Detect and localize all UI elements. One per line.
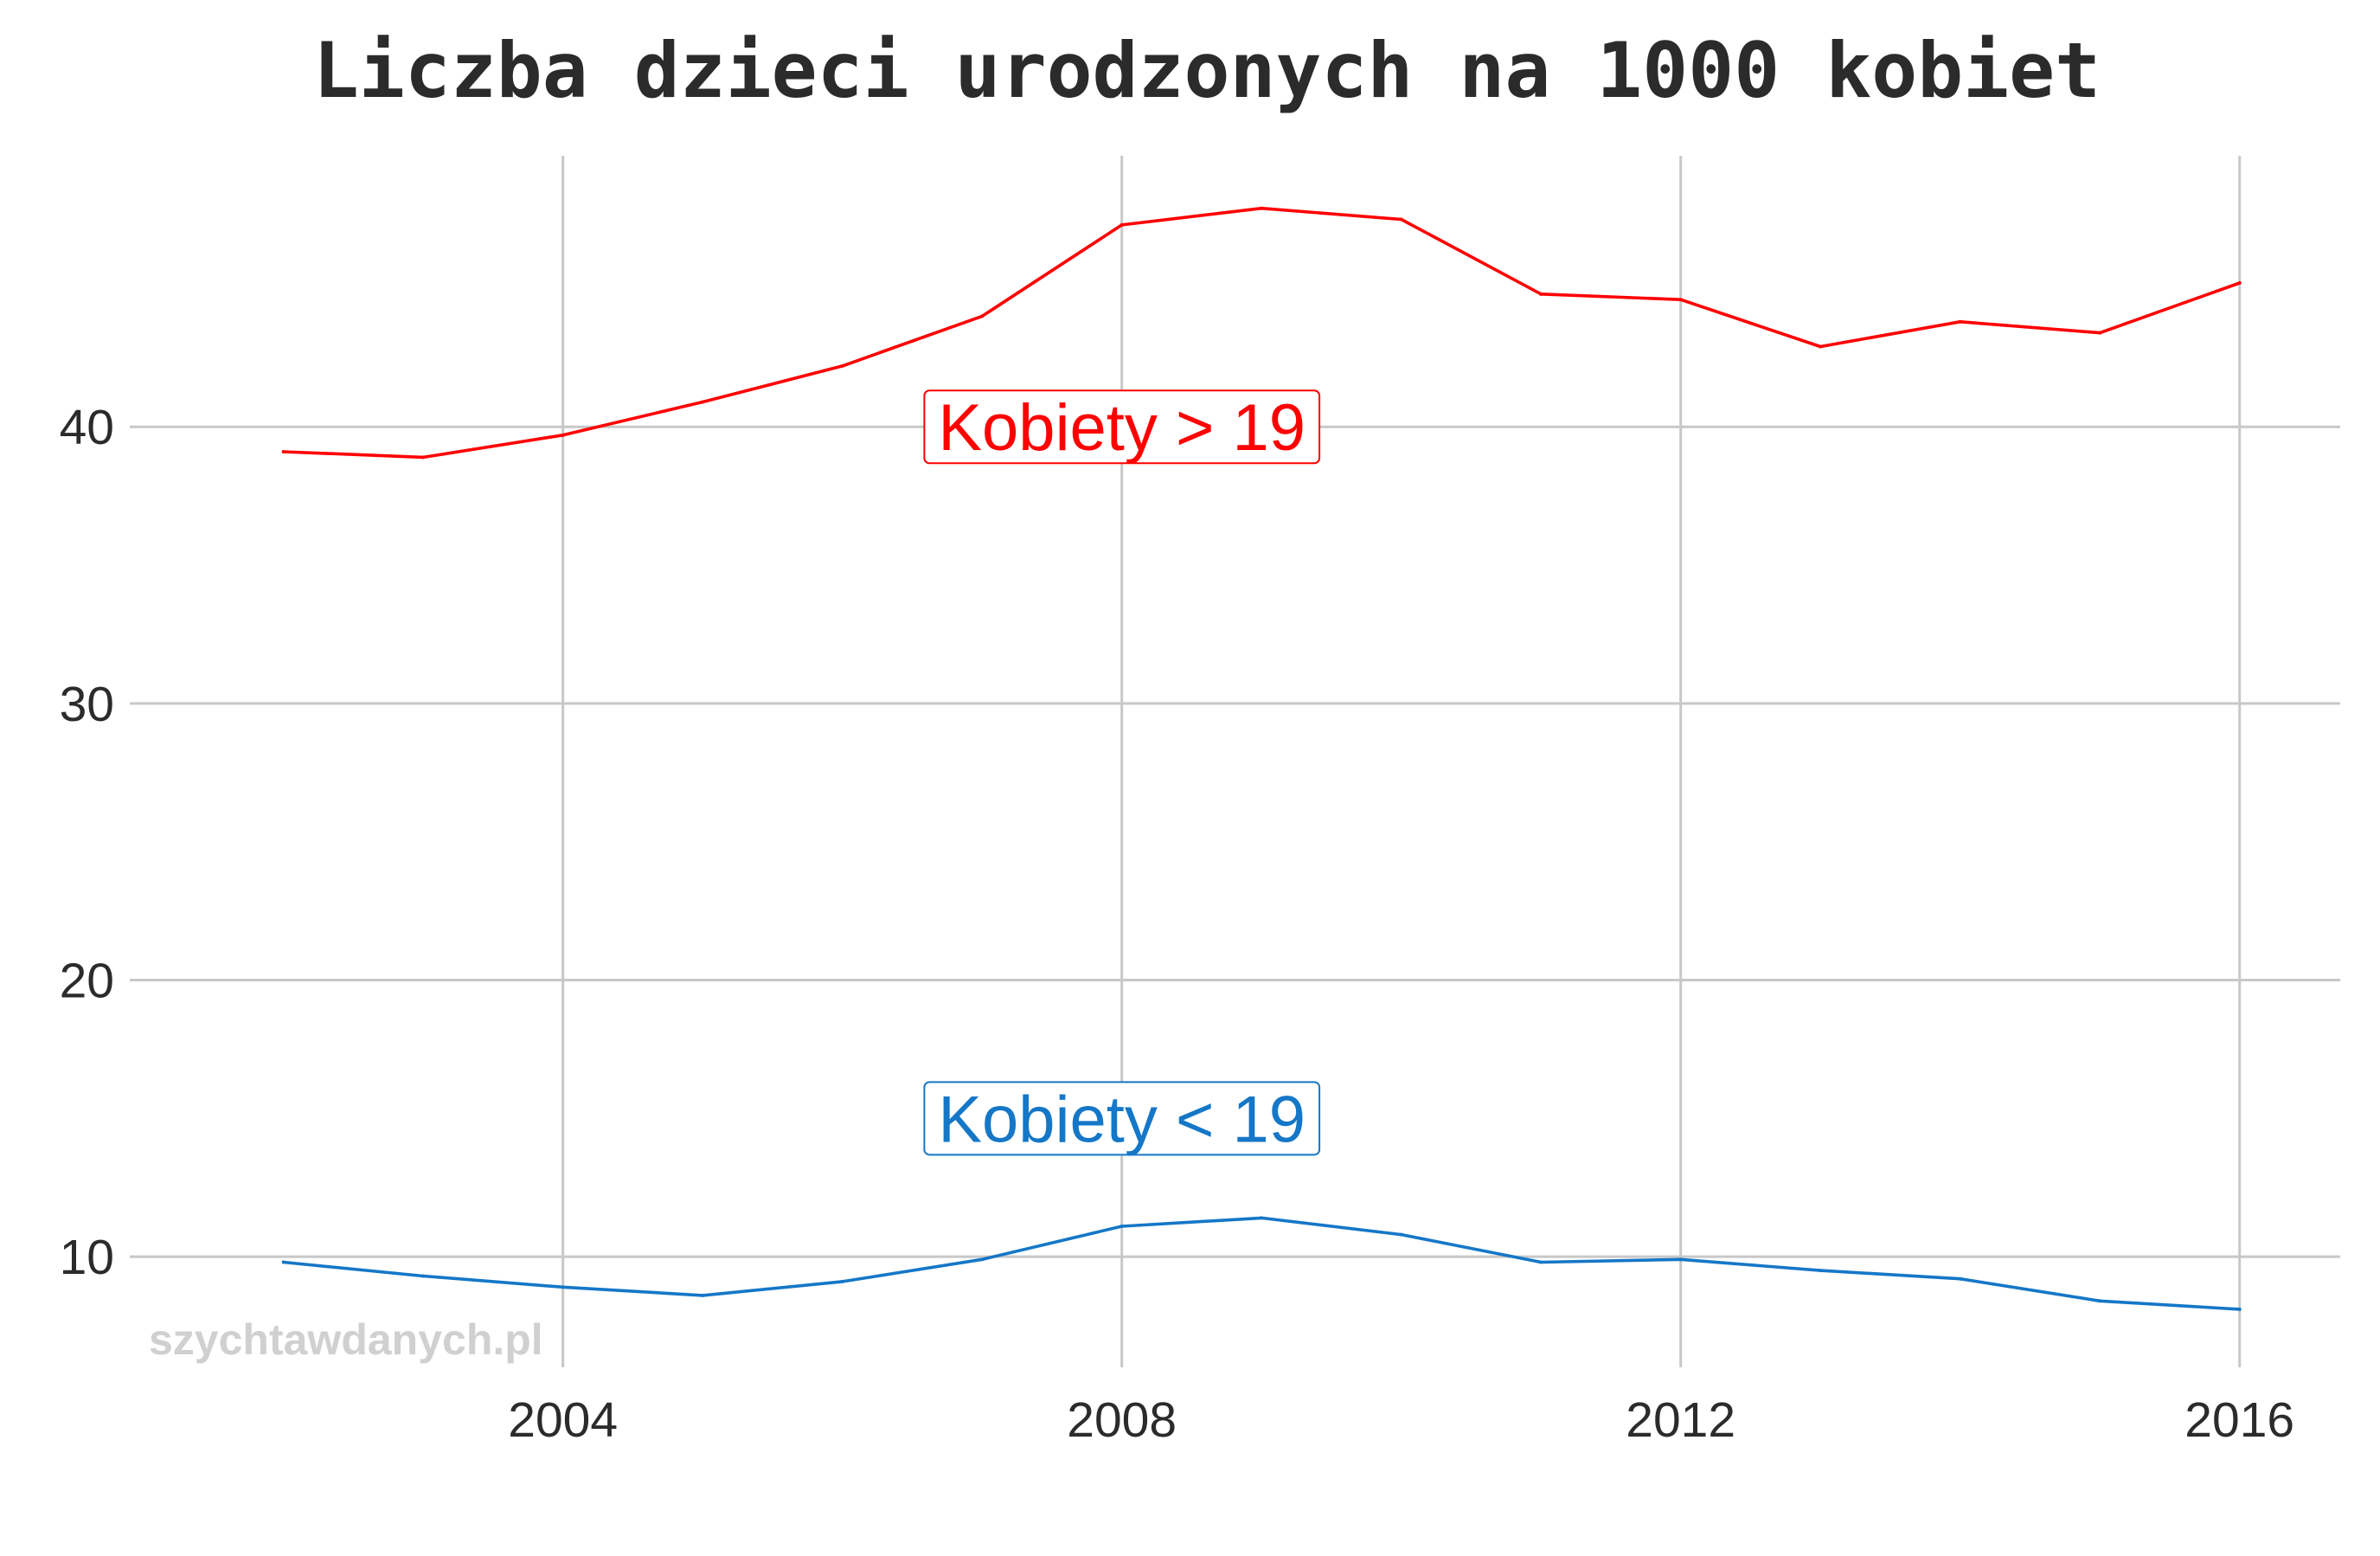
data-point (281, 1260, 285, 1264)
data-point (1678, 298, 1683, 302)
x-tick-label: 2008 (1067, 1392, 1177, 1448)
series-line-1 (283, 1216, 2240, 1311)
data-point (840, 1279, 844, 1283)
series-label-1: Kobiety < 19 (923, 1081, 1321, 1156)
data-point (1958, 319, 1962, 324)
data-point (561, 433, 565, 437)
data-point (1819, 1269, 1823, 1273)
data-point (281, 450, 285, 454)
y-tick-label: 20 (60, 954, 114, 1009)
data-point (1399, 1232, 1403, 1237)
data-point (2098, 331, 2102, 335)
series-label-text: Kobiety < 19 (938, 1083, 1305, 1156)
y-tick-label: 30 (60, 677, 114, 732)
data-point (1260, 1216, 1264, 1220)
data-point (840, 363, 844, 368)
x-tick-label: 2012 (1626, 1392, 1735, 1448)
data-point (701, 1293, 705, 1297)
series-label-box (923, 389, 1321, 465)
x-tick-label: 2004 (508, 1392, 618, 1448)
data-point (1119, 1224, 1124, 1228)
data-point (980, 314, 985, 318)
data-point (1539, 1260, 1543, 1264)
y-tick-label: 40 (60, 400, 114, 455)
data-point (421, 1274, 426, 1278)
data-point (701, 400, 705, 404)
axis-tick-labels: 10 20 30 40 2004 2008 2012 2016 (60, 400, 2295, 1448)
series-labels: Kobiety > 19 Kobiety < 19 (923, 389, 1321, 1156)
x-tick-label: 2016 (2184, 1392, 2294, 1448)
grid-lines (130, 156, 2340, 1367)
watermark-text: szychtawdanych.pl (149, 1315, 543, 1364)
data-point (1819, 344, 1823, 349)
data-point (1539, 292, 1543, 296)
series-label-box (923, 1081, 1321, 1156)
chart-title: Liczba dzieci urodzonych na 1000 kobiet (313, 26, 2101, 115)
data-point (561, 1285, 565, 1289)
data-point (421, 455, 426, 460)
data-point (1260, 206, 1264, 210)
data-point (1678, 1257, 1683, 1262)
series-label-0: Kobiety > 19 (923, 389, 1321, 465)
y-tick-label: 10 (60, 1230, 114, 1285)
data-point (980, 1257, 985, 1262)
series-lines (281, 206, 2242, 1311)
data-point (2237, 281, 2242, 286)
series-label-text: Kobiety > 19 (938, 391, 1305, 465)
data-point (1119, 222, 1124, 227)
data-point (1399, 217, 1403, 222)
data-point (1958, 1276, 1962, 1281)
data-point (2237, 1307, 2242, 1311)
data-point (2098, 1299, 2102, 1303)
